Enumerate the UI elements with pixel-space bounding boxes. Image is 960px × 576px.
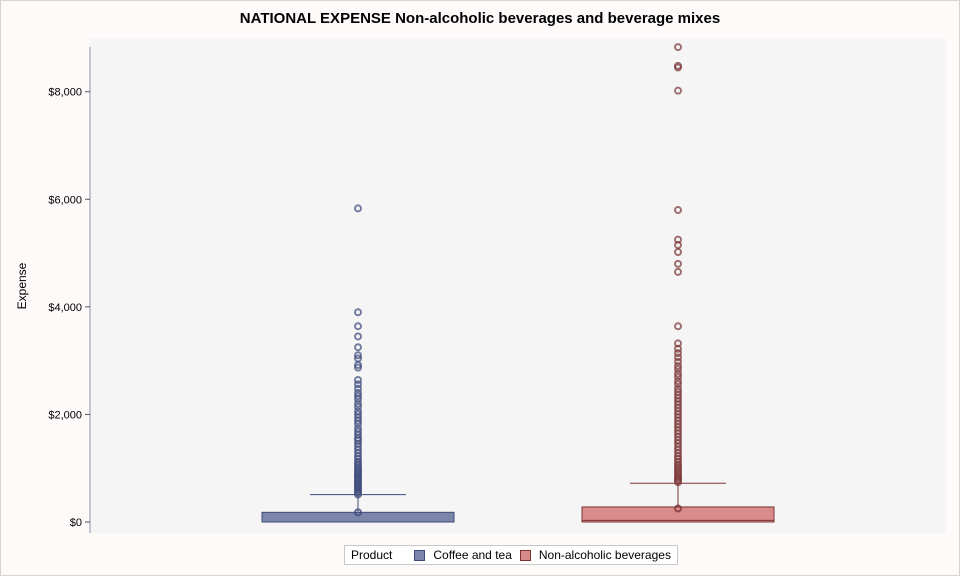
outlier-coffee-and-tea [354, 332, 362, 341]
outlier-coffee-and-tea [354, 376, 362, 385]
legend-item-non-alcoholic-beverages: Non-alcoholic beverages [519, 548, 671, 562]
outlier-non-alcoholic-beverages [674, 478, 682, 487]
outlier-non-alcoholic-beverages [674, 86, 682, 95]
outlier-coffee-and-tea [354, 343, 362, 352]
outlier-coffee-and-tea [354, 416, 362, 425]
outlier-non-alcoholic-beverages [674, 365, 682, 374]
legend-swatch-non-alcoholic-beverages [519, 549, 531, 561]
y-tick-label: $4,000 [48, 302, 82, 314]
box-non-alcoholic-beverages [581, 506, 775, 523]
plot-area [90, 38, 946, 533]
outlier-non-alcoholic-beverages [674, 372, 682, 381]
outlier-coffee-and-tea [354, 384, 362, 393]
legend-label-coffee-and-tea: Coffee and tea [433, 548, 512, 562]
outlier-coffee-and-tea [354, 490, 362, 499]
outlier-non-alcoholic-beverages [674, 63, 682, 72]
outlier-coffee-and-tea [354, 351, 362, 360]
y-tick-label: $2,000 [48, 409, 82, 421]
outlier-non-alcoholic-beverages [674, 43, 682, 52]
outlier-coffee-and-tea [354, 395, 362, 404]
y-tick-label: $8,000 [48, 87, 82, 99]
outlier-coffee-and-tea [354, 322, 362, 331]
y-tick-label: $0 [70, 517, 82, 529]
outlier-coffee-and-tea [354, 380, 362, 389]
outlier-coffee-and-tea [354, 204, 362, 213]
legend-swatch-coffee-and-tea [414, 549, 426, 561]
outlier-coffee-and-tea [354, 392, 362, 401]
outlier-non-alcoholic-beverages [674, 362, 682, 371]
outlier-non-alcoholic-beverages [674, 259, 682, 268]
outlier-non-alcoholic-beverages [674, 322, 682, 331]
outlier-coffee-and-tea [354, 399, 362, 408]
legend-item-coffee-and-tea: Coffee and tea [414, 548, 512, 562]
y-tick-label: $6,000 [48, 194, 82, 206]
outlier-non-alcoholic-beverages [674, 369, 682, 378]
outlier-non-alcoholic-beverages [674, 349, 682, 358]
outlier-coffee-and-tea [354, 402, 362, 411]
mean-marker-coffee-and-tea [354, 508, 362, 517]
legend-title: Product [351, 548, 393, 562]
mean-marker-non-alcoholic-beverages [674, 504, 682, 513]
outlier-coffee-and-tea [354, 308, 362, 317]
outlier-non-alcoholic-beverages [674, 247, 682, 256]
outlier-coffee-and-tea [354, 360, 362, 369]
chart-title: NATIONAL EXPENSE Non-alcoholic beverages… [239, 10, 721, 27]
outlier-non-alcoholic-beverages [674, 380, 682, 389]
outlier-non-alcoholic-beverages [674, 344, 682, 353]
outlier-non-alcoholic-beverages [674, 353, 682, 362]
legend-label-non-alcoholic-beverages: Non-alcoholic beverages [538, 548, 671, 562]
outlier-non-alcoholic-beverages [674, 377, 682, 386]
outlier-coffee-and-tea [354, 363, 362, 372]
outlier-non-alcoholic-beverages [674, 267, 682, 276]
outlier-coffee-and-tea [354, 420, 362, 429]
box-coffee-and-tea [261, 511, 455, 523]
legend: Product Coffee and tea Non-alcoholic bev… [344, 545, 678, 565]
outlier-non-alcoholic-beverages [674, 357, 682, 366]
outlier-non-alcoholic-beverages [674, 206, 682, 215]
